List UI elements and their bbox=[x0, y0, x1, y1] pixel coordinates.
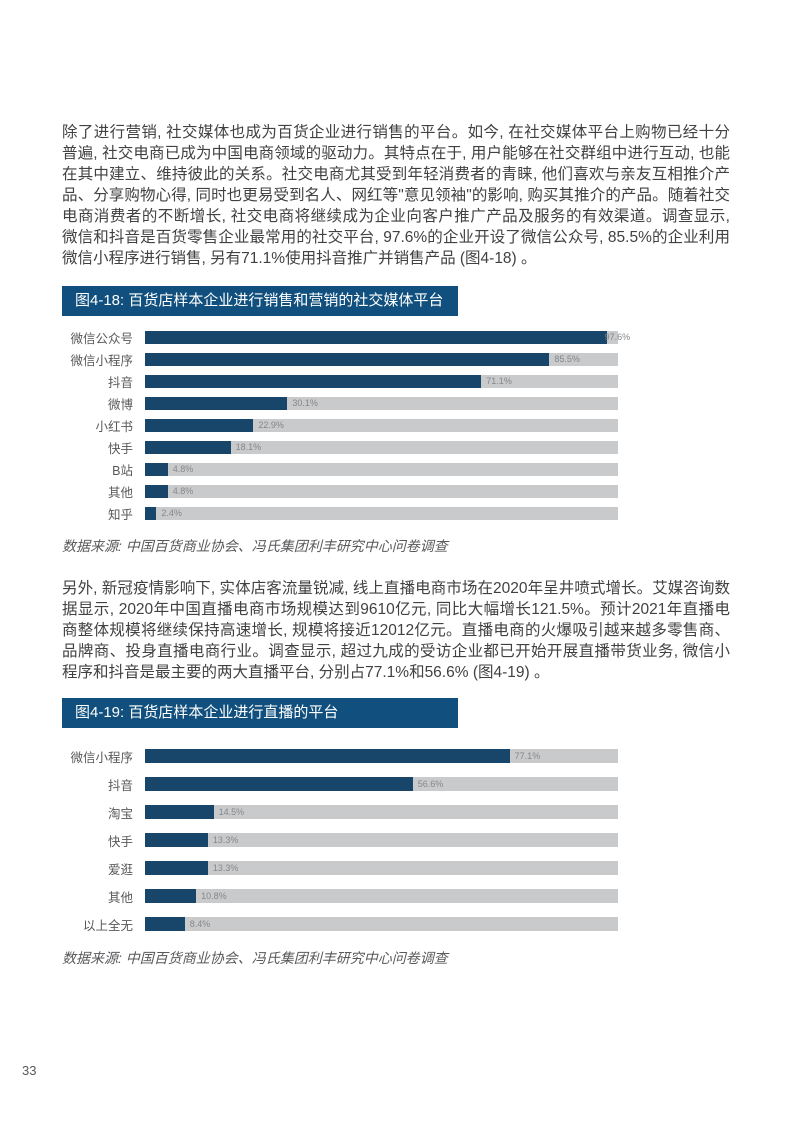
page-number: 33 bbox=[22, 1063, 37, 1078]
value-label: 13.3% bbox=[212, 863, 239, 873]
category-label: 爱逛 bbox=[107, 862, 133, 877]
category-label: 抖音 bbox=[107, 778, 133, 793]
chart-row: 微信小程序 85.5% bbox=[62, 348, 730, 370]
bar-fill bbox=[145, 484, 168, 498]
bar-fill bbox=[145, 440, 231, 454]
value-label: 97.6% bbox=[604, 332, 631, 342]
value-label: 4.8% bbox=[172, 486, 194, 496]
bar-fill bbox=[145, 506, 157, 520]
category-label: 微信小程序 bbox=[70, 750, 133, 765]
bar-track: 18.1% bbox=[145, 440, 618, 454]
chart-row: B站 4.8% bbox=[62, 458, 730, 480]
bar-track: 85.5% bbox=[145, 352, 618, 366]
page-content: 除了进行营销, 社交媒体也成为百货企业进行销售的平台。如今, 在社交媒体平台上购… bbox=[62, 122, 730, 968]
paragraph-social-commerce: 除了进行营销, 社交媒体也成为百货企业进行销售的平台。如今, 在社交媒体平台上购… bbox=[62, 124, 730, 267]
category-label: 微博 bbox=[107, 397, 133, 412]
chart-4-19-source-note: 数据来源: 中国百货商业协会、冯氏集团利丰研究中心问卷调查 bbox=[62, 950, 448, 966]
value-label: 14.5% bbox=[218, 807, 245, 817]
chart-row: 微博 30.1% bbox=[62, 392, 730, 414]
bar-track: 10.8% bbox=[145, 889, 618, 903]
chart-row: 其他 4.8% bbox=[62, 480, 730, 502]
chart-row: 以上全无 8.4% bbox=[62, 910, 730, 938]
chart-row: 微信公众号 97.6% bbox=[62, 326, 730, 348]
value-label: 85.5% bbox=[554, 354, 580, 364]
chart-row: 快手 13.3% bbox=[62, 826, 730, 854]
chart-4-19-bars: 微信小程序 77.1% 抖音 56.6% 淘宝 14.5% 快手 13.3% 爱逛 13.3% 其他… bbox=[62, 742, 730, 938]
bar-track: 4.8% bbox=[145, 484, 618, 498]
paragraph-live-commerce: 另外, 新冠疫情影响下, 实体店客流量锐减, 线上直播电商市场在2020年呈井喷… bbox=[62, 580, 730, 681]
bar-track: 13.3% bbox=[145, 833, 618, 847]
category-label: 微信公众号 bbox=[70, 331, 133, 346]
bar-track: 77.1% bbox=[145, 749, 618, 763]
bar-track: 4.8% bbox=[145, 462, 618, 476]
value-label: 13.3% bbox=[212, 835, 239, 845]
bar-fill bbox=[145, 330, 607, 344]
bar-fill bbox=[145, 749, 510, 763]
category-label: 小红书 bbox=[95, 419, 133, 434]
bar-fill bbox=[145, 352, 550, 366]
bar-fill bbox=[145, 889, 197, 903]
bar-track: 2.4% bbox=[145, 506, 618, 520]
chart-row: 小红书 22.9% bbox=[62, 414, 730, 436]
bar-track: 97.6% bbox=[145, 330, 630, 344]
bar-fill bbox=[145, 917, 185, 931]
chart-row: 淘宝 14.5% bbox=[62, 798, 730, 826]
chart-4-18-source-note: 数据来源: 中国百货商业协会、冯氏集团利丰研究中心问卷调查 bbox=[62, 538, 448, 554]
category-label: 快手 bbox=[107, 834, 133, 849]
value-label: 77.1% bbox=[514, 751, 541, 761]
category-label: 知乎 bbox=[107, 507, 133, 522]
bar-fill bbox=[145, 462, 168, 476]
bar-fill bbox=[145, 861, 208, 875]
category-label: 以上全无 bbox=[82, 918, 133, 933]
chart-row: 快手 18.1% bbox=[62, 436, 730, 458]
value-label: 10.8% bbox=[201, 891, 227, 901]
chart-4-18-title: 图4-18: 百货店样本企业进行销售和营销的社交媒体平台 bbox=[62, 286, 458, 316]
chart-4-18-bars: 微信公众号 97.6% 微信小程序 85.5% 抖音 71.1% 微博 30.1% 小红书 22.… bbox=[62, 326, 730, 524]
chart-row: 抖音 56.6% bbox=[62, 770, 730, 798]
bar-fill bbox=[145, 418, 254, 432]
value-label: 30.1% bbox=[292, 398, 318, 408]
value-label: 22.9% bbox=[258, 420, 284, 430]
value-label: 56.6% bbox=[417, 779, 444, 789]
chart-4-19-title: 图4-19: 百货店样本企业进行直播的平台 bbox=[62, 698, 458, 728]
category-label: 微信小程序 bbox=[70, 353, 133, 368]
bar-fill bbox=[145, 374, 482, 388]
category-label: 淘宝 bbox=[107, 806, 133, 821]
bar-track: 8.4% bbox=[145, 917, 618, 931]
bar-track: 71.1% bbox=[145, 374, 618, 388]
chart-row: 知乎 2.4% bbox=[62, 502, 730, 524]
category-label: 其他 bbox=[107, 890, 133, 905]
bar-track: 13.3% bbox=[145, 861, 618, 875]
bar-fill bbox=[145, 805, 214, 819]
value-label: 4.8% bbox=[172, 464, 194, 474]
bar-track: 22.9% bbox=[145, 418, 618, 432]
value-label: 18.1% bbox=[235, 442, 262, 452]
bar-fill bbox=[145, 396, 288, 410]
bar-track: 56.6% bbox=[145, 777, 618, 791]
category-label: 抖音 bbox=[107, 375, 133, 390]
value-label: 8.4% bbox=[189, 919, 211, 929]
bar-fill bbox=[145, 777, 413, 791]
bar-track: 14.5% bbox=[145, 805, 618, 819]
category-label: 其他 bbox=[107, 485, 133, 500]
value-label: 2.4% bbox=[161, 508, 182, 518]
value-label: 71.1% bbox=[486, 376, 512, 386]
chart-row: 抖音 71.1% bbox=[62, 370, 730, 392]
category-label: B站 bbox=[112, 463, 133, 478]
bar-fill bbox=[145, 833, 208, 847]
chart-row: 微信小程序 77.1% bbox=[62, 742, 730, 770]
chart-row: 爱逛 13.3% bbox=[62, 854, 730, 882]
category-label: 快手 bbox=[107, 441, 133, 456]
bar-track: 30.1% bbox=[145, 396, 618, 410]
chart-row: 其他 10.8% bbox=[62, 882, 730, 910]
